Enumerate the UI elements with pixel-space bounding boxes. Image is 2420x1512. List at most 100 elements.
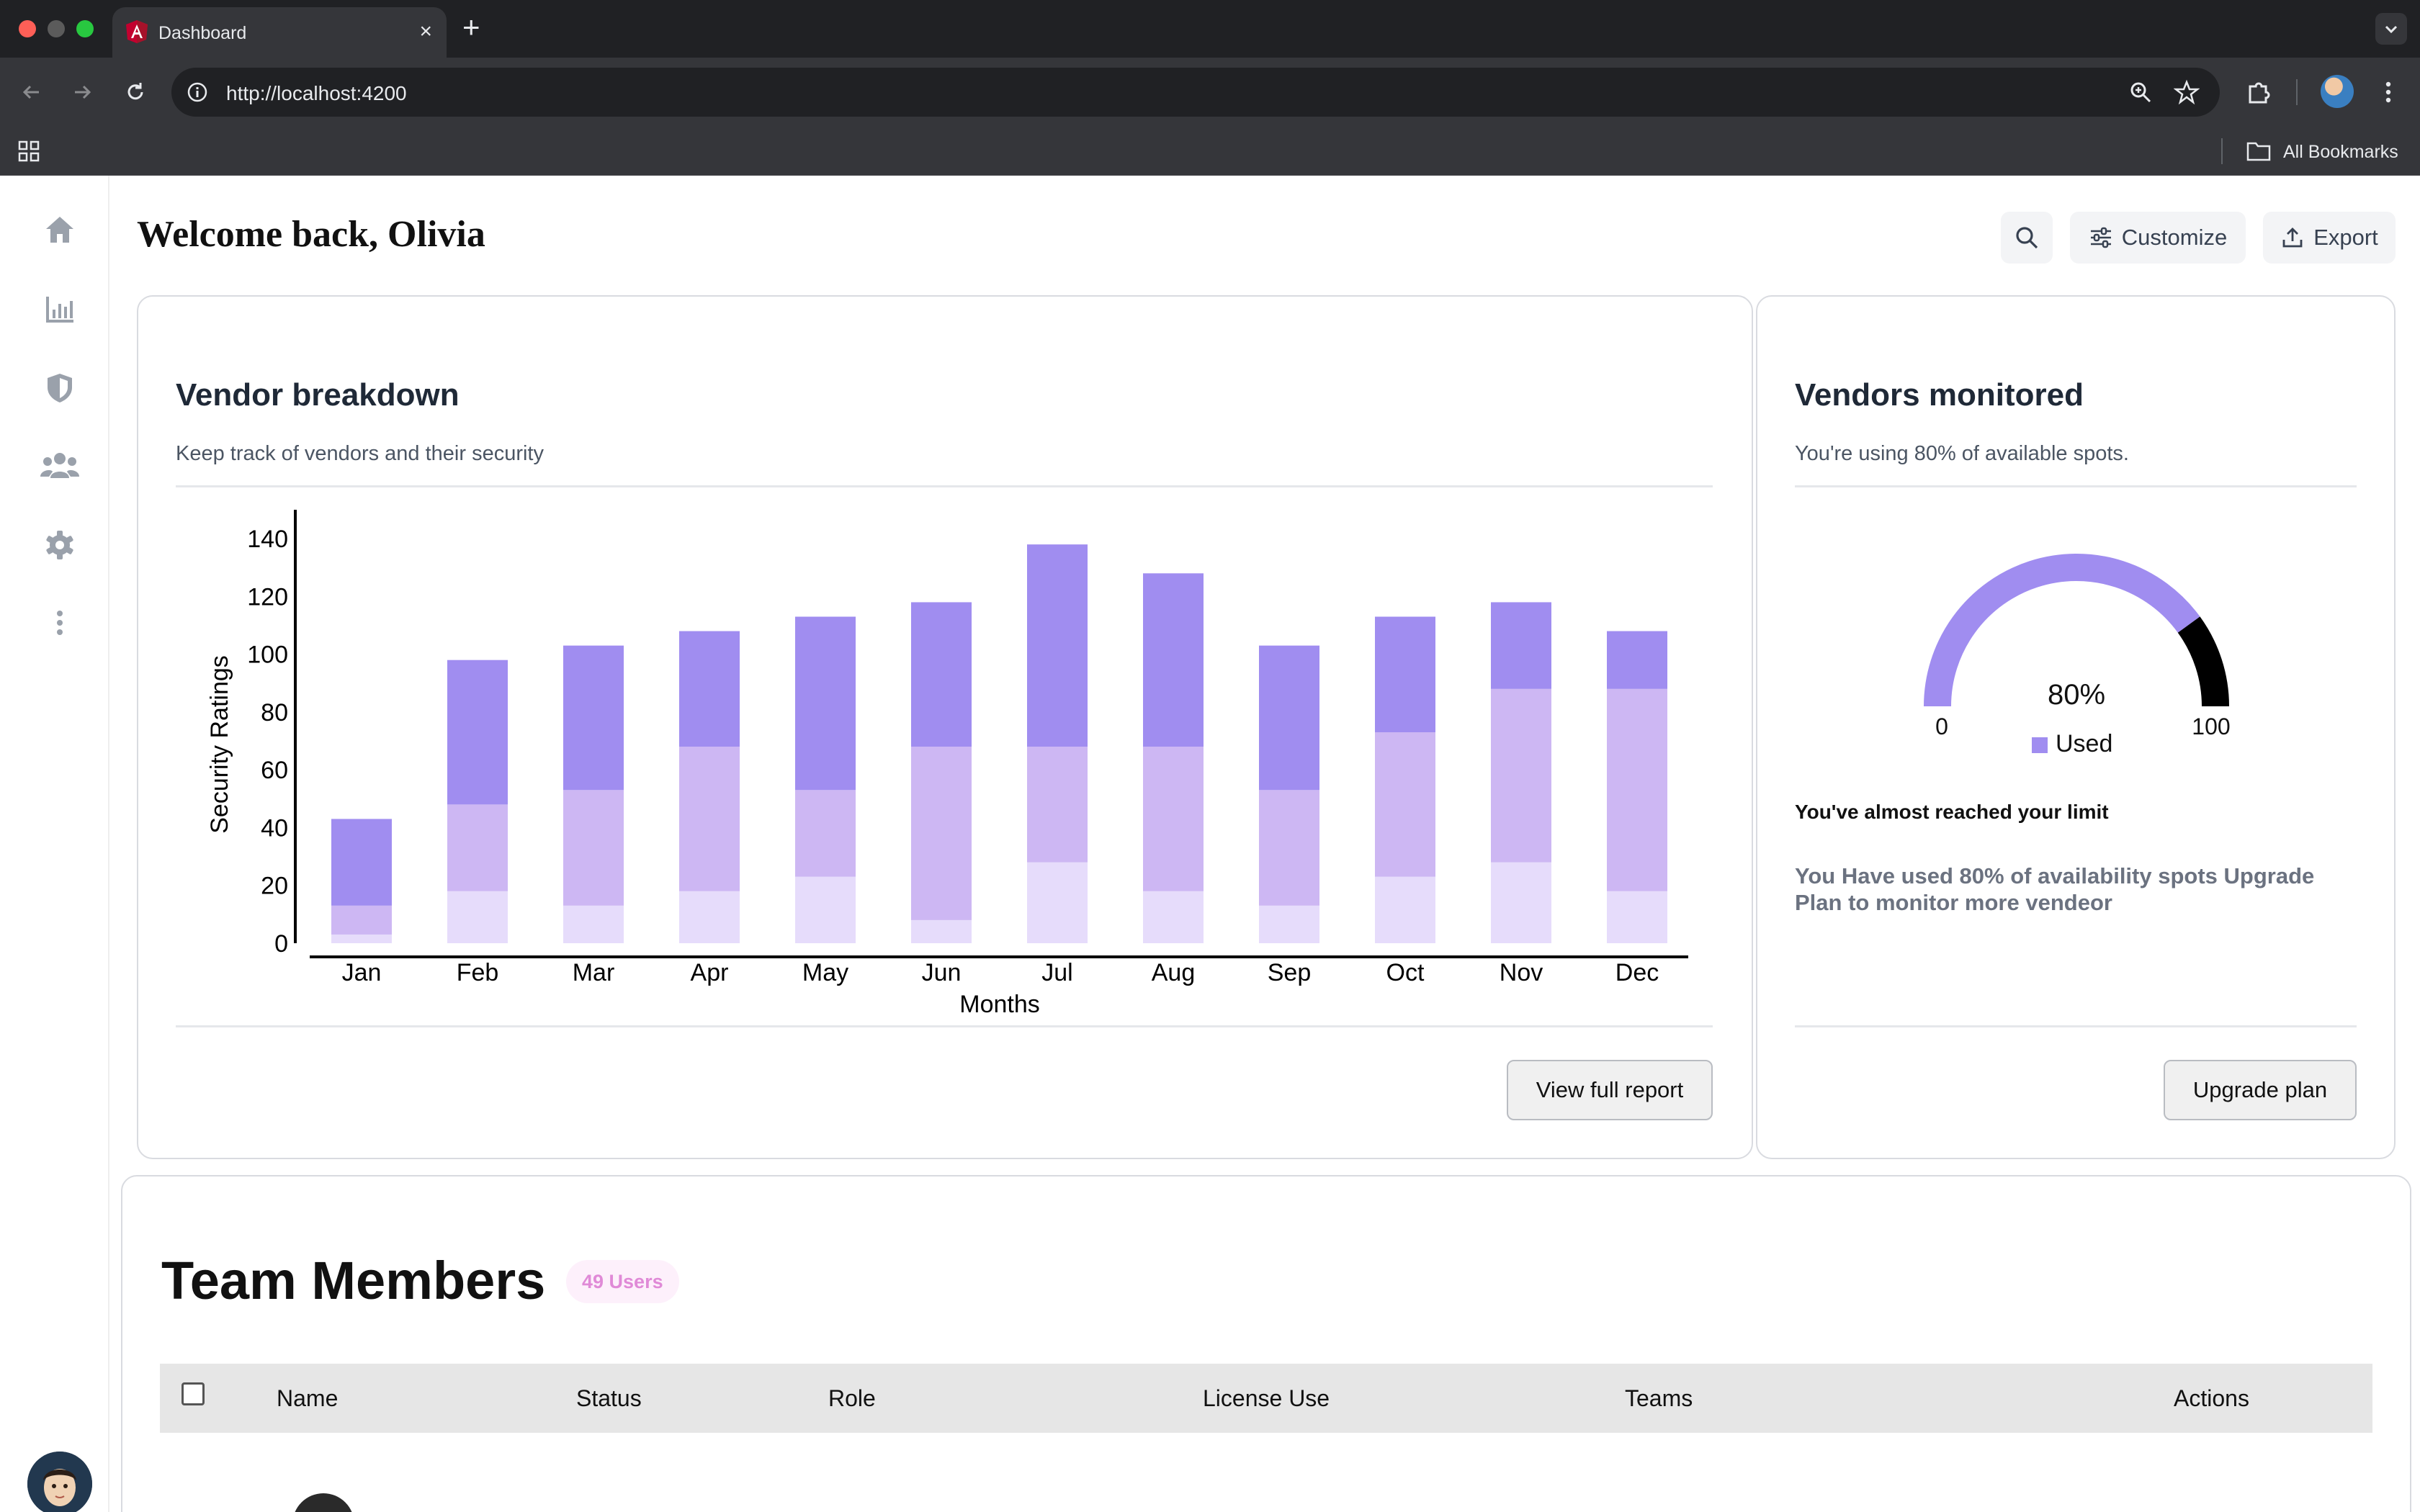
bar-segment-jun-2 [911, 602, 972, 747]
reload-icon[interactable] [121, 78, 150, 107]
search-button[interactable] [2001, 212, 2053, 264]
x-tick-label: Jun [922, 959, 962, 986]
tab-search-button[interactable] [2375, 13, 2407, 45]
card-title: Vendors monitored [1795, 377, 2084, 413]
shield-icon [48, 374, 72, 402]
address-bar[interactable]: http://localhost:4200 [171, 68, 2220, 117]
team-members-card: Team Members 49 Users Name Status Role L… [121, 1175, 2411, 1512]
site-info-icon[interactable] [184, 79, 210, 105]
customize-button[interactable]: Customize [2070, 212, 2246, 264]
y-tick-label: 60 [261, 757, 288, 784]
user-photo [27, 1452, 92, 1512]
profile-avatar[interactable] [2321, 75, 2354, 108]
vendor-bar-chart: 0 20 40 60 80 100 120 140 Jan Feb Mar Apr May Jun Jul… [206, 510, 1688, 1017]
tab-close-icon[interactable]: × [419, 19, 432, 43]
card-subtitle: You're using 80% of available spots. [1795, 442, 2129, 465]
gauge-max-label: 100 [2192, 714, 2230, 739]
bar-segment-sep-0 [1259, 905, 1319, 943]
gauge-value-label: 80% [2048, 679, 2105, 711]
x-tick-label: Apr [691, 959, 729, 986]
sidebar-item-security[interactable] [37, 366, 82, 410]
bar-segment-feb-1 [447, 804, 508, 891]
member-avatar [292, 1493, 354, 1512]
bar-segment-aug-0 [1143, 891, 1204, 943]
column-header-actions[interactable]: Actions [2174, 1385, 2249, 1411]
column-header-license-use[interactable]: License Use [1203, 1385, 1330, 1411]
bar-segment-sep-1 [1259, 790, 1319, 906]
url-text: http://localhost:4200 [226, 82, 407, 104]
sidebar-item-team[interactable] [37, 444, 82, 488]
bar-segment-may-0 [795, 876, 856, 943]
column-header-teams[interactable]: Teams [1625, 1385, 1693, 1411]
extensions-icon[interactable] [2244, 78, 2273, 107]
y-tick-label: 120 [247, 583, 288, 611]
card-footer-divider [176, 1025, 1713, 1027]
view-full-report-button[interactable]: View full report [1507, 1060, 1713, 1120]
sidebar [0, 176, 109, 1512]
zoom-icon[interactable] [2128, 79, 2154, 105]
folder-icon [2246, 142, 2271, 161]
browser-toolbar: http://localhost:4200 [0, 58, 2420, 127]
sidebar-item-analytics[interactable] [37, 287, 82, 331]
more-vertical-icon [57, 611, 63, 635]
kebab-menu-icon[interactable] [2374, 78, 2403, 107]
x-tick-label: Aug [1152, 959, 1196, 986]
apps-grid-icon[interactable] [16, 138, 42, 164]
card-divider [1795, 485, 2357, 487]
x-tick-label: Jul [1041, 959, 1072, 986]
x-tick-label: Dec [1615, 959, 1659, 986]
bar-segment-aug-1 [1143, 747, 1204, 891]
chevron-down-icon [2385, 25, 2398, 34]
bar-segment-may-1 [795, 790, 856, 877]
y-tick-labels: 0 20 40 60 80 100 120 140 [247, 526, 288, 958]
gauge-remaining-arc [2177, 616, 2229, 707]
bar-segment-jul-1 [1027, 747, 1088, 863]
sidebar-item-more[interactable] [37, 600, 82, 645]
column-header-name[interactable]: Name [277, 1385, 339, 1411]
select-all-checkbox[interactable] [182, 1382, 205, 1405]
bar-segment-jul-2 [1027, 544, 1088, 747]
new-tab-button[interactable]: + [462, 10, 480, 44]
browser-tab[interactable]: Dashboard × [112, 7, 447, 58]
bar-segment-mar-0 [563, 905, 624, 943]
y-tick-label: 80 [261, 699, 288, 726]
bar-segment-feb-2 [447, 660, 508, 805]
window-minimize-button[interactable] [48, 20, 65, 37]
bar-segment-apr-2 [679, 631, 740, 747]
y-tick-label: 40 [261, 814, 288, 842]
bar-segment-nov-2 [1491, 602, 1551, 689]
bookmarks-divider [2221, 138, 2223, 164]
bar-segment-mar-2 [563, 645, 624, 791]
all-bookmarks-link[interactable]: All Bookmarks [2283, 142, 2398, 162]
team-title: Team Members [161, 1251, 546, 1310]
x-tick-label: Mar [573, 959, 615, 986]
export-button[interactable]: Export [2263, 212, 2396, 264]
x-tick-label: Feb [457, 959, 499, 986]
bar-segment-jun-1 [911, 747, 972, 920]
window-zoom-button[interactable] [76, 20, 94, 37]
upgrade-plan-button[interactable]: Upgrade plan [2164, 1060, 2357, 1120]
limit-note: You Have used 80% of availability spots … [1795, 863, 2315, 915]
sidebar-item-settings[interactable] [37, 523, 82, 567]
sidebar-item-home[interactable] [37, 207, 82, 252]
bar-segment-feb-0 [447, 891, 508, 943]
column-header-status[interactable]: Status [576, 1385, 642, 1411]
limit-heading: You've almost reached your limit [1795, 801, 2109, 823]
bar-segment-dec-2 [1607, 631, 1667, 689]
bookmark-star-icon[interactable] [2174, 79, 2200, 105]
user-avatar[interactable] [27, 1452, 92, 1512]
forward-arrow-icon[interactable] [68, 78, 97, 107]
back-arrow-icon[interactable] [17, 78, 46, 107]
bar-segment-apr-1 [679, 747, 740, 891]
toolbar-divider [2296, 79, 2298, 105]
card-title: Vendor breakdown [176, 377, 460, 413]
users-count-badge: 49 Users [566, 1260, 679, 1303]
column-header-role[interactable]: Role [828, 1385, 876, 1411]
window-close-button[interactable] [19, 20, 36, 37]
bar-segment-jan-2 [331, 819, 392, 906]
bar-segment-aug-2 [1143, 573, 1204, 747]
table-header: Name Status Role License Use Teams Actio… [160, 1364, 2372, 1433]
x-tick-label: Sep [1268, 959, 1312, 986]
page-title: Welcome back, Olivia [137, 214, 485, 255]
y-tick-label: 0 [274, 930, 288, 958]
